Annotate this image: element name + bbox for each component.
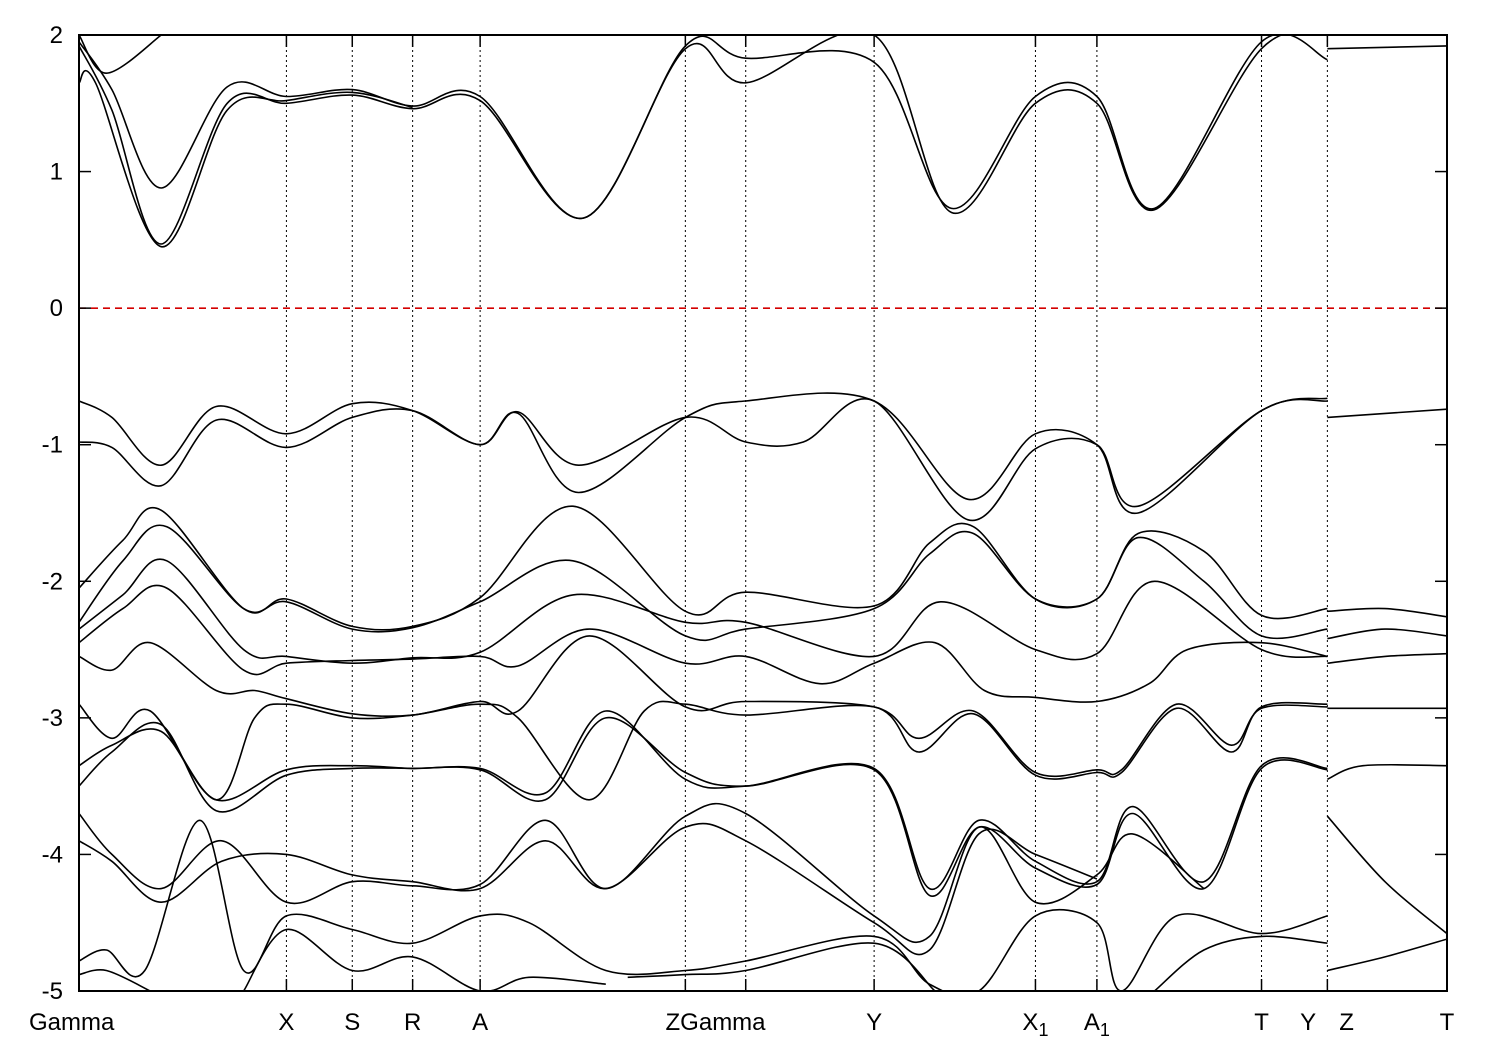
x-tick-label: T	[1440, 1009, 1455, 1036]
band-line-23	[1326, 815, 1447, 935]
band-line-16	[79, 700, 1328, 801]
band-line-5	[79, 392, 1328, 514]
band-line-9	[79, 524, 1328, 642]
band-line-24	[79, 819, 1328, 991]
band-line-7	[1327, 408, 1447, 419]
x-tick-label: A	[472, 1009, 488, 1036]
band-line-4	[1327, 45, 1447, 50]
x-tick-label: T	[1254, 1009, 1269, 1036]
x-tick-label: X1	[1022, 1009, 1048, 1040]
band-line-6	[79, 397, 1328, 522]
band-lines	[79, 35, 1447, 991]
y-tick-label: -2	[42, 568, 63, 595]
y-tick-label: -1	[42, 432, 63, 459]
band-line-2	[79, 70, 413, 248]
x-tick-label: Y	[866, 1009, 882, 1036]
y-tick-label: 1	[50, 159, 63, 186]
band-line-8	[79, 505, 1328, 631]
x-tick-label: Y	[1300, 1009, 1316, 1036]
plot-frame	[78, 34, 1448, 992]
k-point-divider-lines	[285, 35, 1328, 991]
band-line-29	[1327, 938, 1447, 972]
y-tick-label: -4	[42, 841, 63, 868]
band-line-11	[79, 584, 1328, 703]
x-tick-label: S	[344, 1009, 360, 1036]
band-line-14	[1327, 652, 1447, 664]
x-tick-label: A1	[1084, 1009, 1110, 1040]
y-tick-label: 2	[50, 22, 63, 49]
band-line-20	[1327, 763, 1447, 781]
y-tick-labels: -5 -4 -3 -2 -1 0 1 2	[42, 22, 63, 1005]
band-line-15	[79, 635, 1328, 778]
x-tick-label: ZGamma	[666, 1009, 767, 1036]
band-line-3	[79, 35, 162, 74]
band-line-13	[1327, 628, 1447, 640]
band-line-1	[79, 35, 1328, 245]
axis-ticks	[79, 34, 1447, 992]
band-line-22	[79, 822, 1098, 956]
x-tick-label: Gamma	[29, 1009, 115, 1036]
band-line-0	[79, 35, 1328, 219]
x-tick-label: R	[404, 1009, 421, 1036]
band-line-28	[1153, 935, 1328, 991]
x-tick-labels: Gamma X S R A ZGamma Y X1 A1 T Y Z T	[29, 1009, 1455, 1040]
band-line-25	[79, 969, 151, 991]
band-line-12	[1327, 607, 1447, 618]
band-line-27	[627, 942, 936, 991]
y-tick-label: 0	[50, 295, 63, 322]
band-line-26	[242, 928, 606, 991]
x-tick-label: X	[278, 1009, 294, 1036]
y-tick-label: -3	[42, 705, 63, 732]
band-line-10	[79, 558, 1328, 665]
x-tick-label: Z	[1339, 1009, 1354, 1036]
band-line-19	[79, 717, 1328, 897]
y-tick-label: -5	[42, 978, 63, 1005]
band-line-18	[79, 710, 1328, 890]
